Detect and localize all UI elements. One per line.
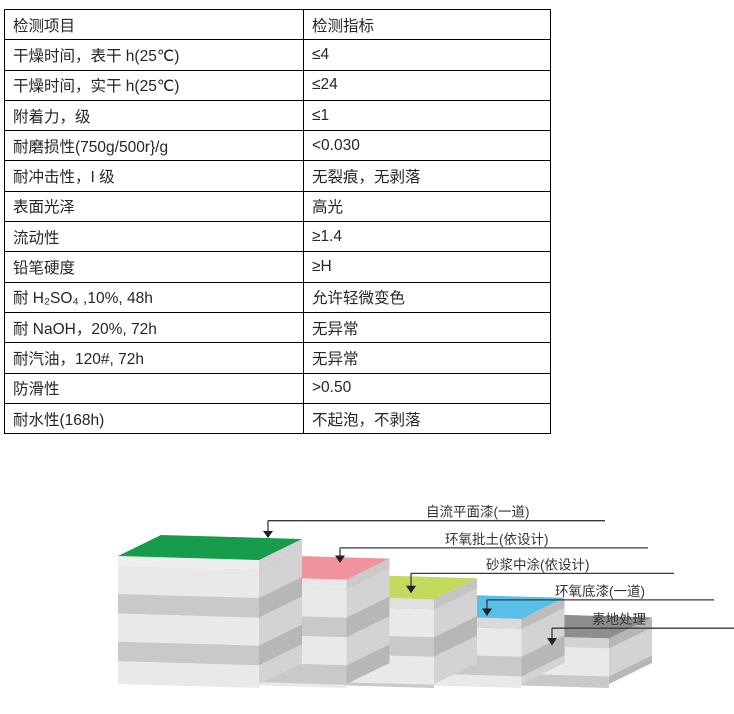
svg-text:砂浆中涂(依设计): 砂浆中涂(依设计) [486, 557, 590, 572]
svg-text:自流平面漆(一道): 自流平面漆(一道) [426, 505, 530, 520]
svg-text:素地处理: 素地处理 [592, 612, 646, 627]
svg-text:环氧批土(依设计): 环氧批土(依设计) [445, 532, 549, 547]
svg-text:环氧底漆(一道): 环氧底漆(一道) [555, 584, 645, 599]
